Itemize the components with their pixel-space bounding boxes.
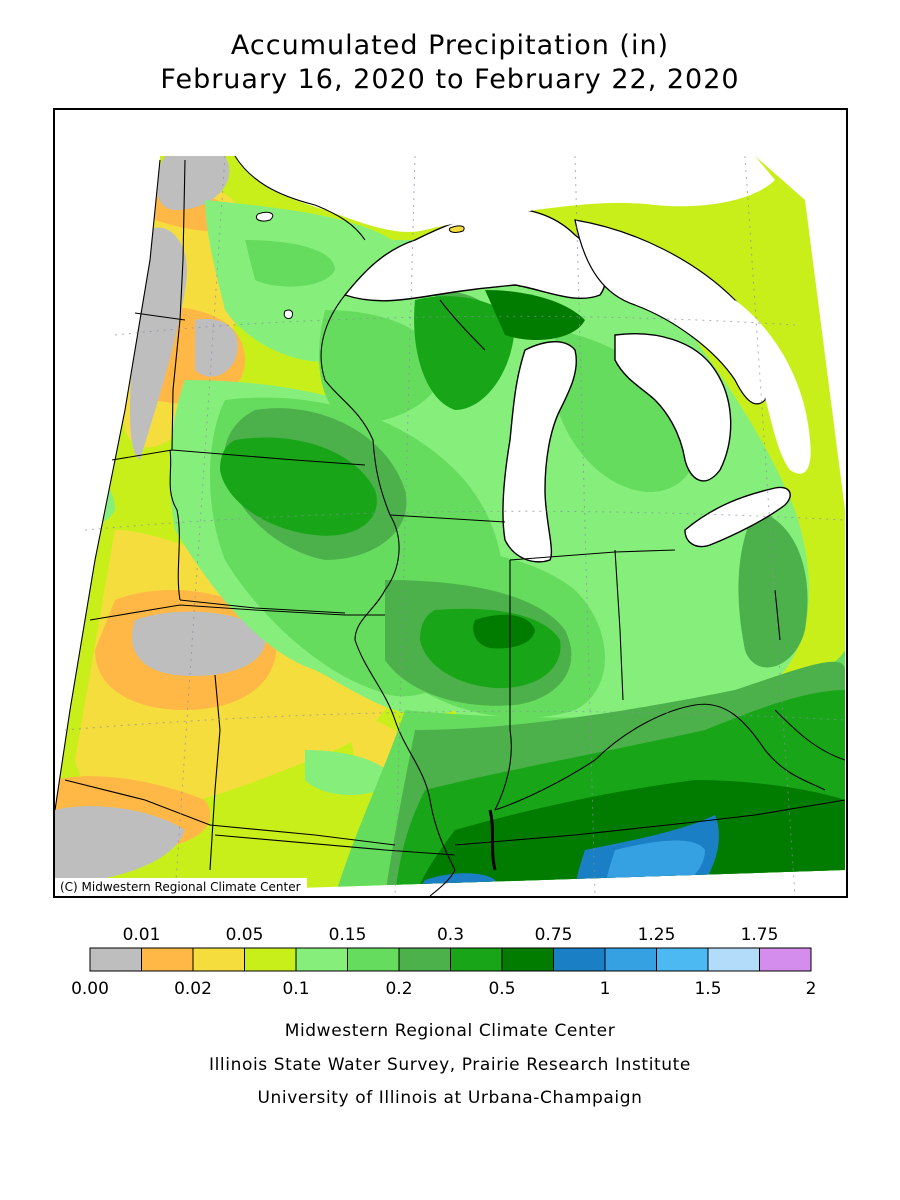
field-gray-north (156, 156, 230, 210)
map-credit: (C) Midwestern Regional Climate Center (55, 878, 307, 896)
footer-university: University of Illinois at Urbana-Champai… (257, 1088, 643, 1108)
border-ky-tn (454, 799, 846, 846)
graticule-lon-3 (574, 155, 596, 896)
color-legend: 0.01 0.05 0.15 0.3 0.75 1.25 1.75 0.00 0.02 0.1 0… (71, 925, 816, 999)
legend-upper-label: 1.25 (638, 925, 676, 945)
legend-bin (759, 947, 812, 972)
kentucky-lake (488, 809, 497, 871)
great-lakes (235, 156, 811, 563)
border-ks-ok (64, 779, 396, 846)
border-ne-ks (89, 604, 385, 621)
border-wi-mn (320, 294, 391, 516)
lake-erie (684, 486, 791, 548)
state-boundaries (55, 155, 846, 896)
border-wi-il (389, 514, 506, 523)
legend-bin (141, 947, 194, 972)
border-il-in (494, 560, 512, 811)
legend-lower-label: 0.5 (488, 979, 515, 999)
lake-michigan (502, 341, 577, 563)
graticule-lat-2 (84, 510, 846, 531)
legend-bin (656, 947, 709, 972)
legend-lower-label: 0.02 (174, 979, 212, 999)
graticule (64, 155, 846, 896)
field-green3-upmi (414, 296, 515, 410)
border-ks-mo-west (209, 674, 221, 871)
field-green-wi (319, 310, 445, 423)
map-title: Accumulated Precipitation (in) (230, 30, 670, 61)
legend-bin (501, 947, 554, 972)
border-in-oh (614, 549, 624, 701)
precipitation-map: (C) Midwestern Regional Climate Center (53, 108, 848, 898)
legend-bin (398, 947, 451, 972)
border-ohio-river (494, 703, 826, 811)
legend-lower-label: 1 (600, 979, 611, 999)
legend-bin (89, 947, 142, 972)
ontario-east (735, 300, 811, 474)
field-blue-mid (605, 840, 705, 896)
field-gray-far-sw (55, 806, 185, 885)
border-nd-sd (134, 312, 186, 321)
map-canvas (55, 155, 846, 896)
legend-lower-label: 0.1 (282, 979, 309, 999)
border-mo-ar (214, 834, 456, 856)
lake-red (255, 211, 274, 222)
border-iowa-mo (179, 599, 346, 614)
legend-lower-label: 0.2 (385, 979, 412, 999)
lake-huron (614, 333, 732, 482)
graticule-lat-1 (114, 315, 796, 336)
footer-org: Midwestern Regional Climate Center (284, 1021, 616, 1041)
legend-lower-label: 1.5 (694, 979, 721, 999)
graticule-lat-3 (64, 710, 846, 731)
field-green3-iowa (220, 437, 377, 536)
legend-upper-label: 0.05 (226, 925, 264, 945)
legend-bin (707, 947, 760, 972)
legend-bin (553, 947, 606, 972)
field-darkgreen-mi (485, 290, 585, 340)
legend-bin (347, 947, 400, 972)
field-lightgreen-ne (55, 460, 115, 527)
canada-area (235, 156, 775, 232)
legend-bin (244, 947, 297, 972)
field-green-n (245, 240, 335, 287)
map-date-range: February 16, 2020 to February 22, 2020 (160, 64, 740, 95)
legend-bins (89, 947, 812, 972)
border-mn-north (234, 155, 366, 241)
border-upmi-wi (439, 299, 486, 351)
legend-lower-label: 0.00 (71, 979, 109, 999)
field-lightgreen-mo (305, 750, 395, 795)
isle-royale (448, 225, 465, 233)
field-green2-oh (738, 510, 808, 668)
legend-bin (450, 947, 503, 972)
graticule-lon-2 (394, 155, 416, 896)
field-green-mi (555, 330, 697, 492)
legend-bin (295, 947, 348, 972)
domain-west-edge (55, 159, 161, 811)
legend-upper-label: 0.15 (329, 925, 367, 945)
lake-mille-lacs (283, 309, 294, 319)
field-gray-sw (131, 611, 266, 676)
field-gray-nw-patch (195, 319, 238, 377)
legend-upper-label: 1.75 (741, 925, 779, 945)
border-mississippi (354, 514, 456, 871)
border-iowa-ne (169, 449, 181, 601)
legend-upper-label: 0.75 (535, 925, 573, 945)
legend-bin (604, 947, 657, 972)
border-mn-iowa (111, 449, 366, 466)
border-mn-dakotas (171, 159, 186, 451)
ontario-region (574, 219, 770, 405)
footer-survey: Illinois State Water Survey, Prairie Res… (209, 1055, 691, 1075)
border-oh-pa (774, 589, 781, 641)
legend-upper-labels: 0.01 0.05 0.15 0.3 0.75 1.25 1.75 (123, 925, 779, 945)
field-darkgreen-il (473, 614, 535, 649)
border-mississippi-south (429, 869, 456, 896)
border-mi-in-oh (509, 549, 676, 561)
field-darkgreen-south (415, 780, 845, 896)
legend-upper-label: 0.3 (437, 925, 464, 945)
legend-bin (192, 947, 245, 972)
legend-lower-label: 2 (806, 979, 817, 999)
field-green3-ky (705, 690, 845, 755)
legend-upper-label: 0.01 (123, 925, 161, 945)
border-wv (774, 709, 846, 761)
legend-lower-labels: 0.00 0.02 0.1 0.2 0.5 1 1.5 2 (71, 979, 816, 999)
